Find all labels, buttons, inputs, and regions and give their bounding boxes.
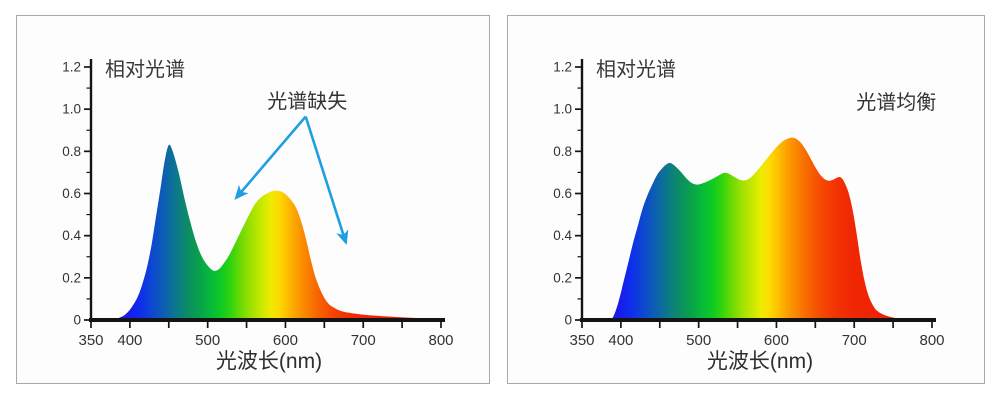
x-tick-label: 700 [351, 332, 376, 349]
x-tick-label: 400 [117, 332, 142, 349]
y-tick-label: 0.8 [553, 144, 572, 159]
y-tick-label: 1.2 [62, 60, 81, 75]
annotation-arrow [304, 116, 349, 246]
y-tick-label: 1.0 [553, 102, 572, 117]
x-tick-label: 500 [195, 332, 220, 349]
x-tick-label: 600 [273, 332, 298, 349]
x-tick-label: 350 [78, 332, 103, 349]
chart-title: 相对光谱 [596, 58, 676, 81]
x-tick-label: 800 [919, 332, 944, 349]
y-tick-label: 0.6 [553, 186, 572, 201]
chart-title: 相对光谱 [105, 58, 185, 81]
x-tick-label: 350 [569, 332, 594, 349]
y-tick-label: 1.2 [553, 60, 572, 75]
y-tick-label: 0 [73, 313, 81, 328]
x-tick-label: 600 [764, 332, 789, 349]
spectrum-area [611, 137, 909, 320]
annotation-text: 光谱缺失 [267, 90, 347, 113]
spectrum-missing-chart: 350 400 500 600 700 800 0 0.2 0.4 0.6 0.8 1.0 1.2 光谱缺… [62, 58, 453, 373]
x-axis-label: 光波长(nm) [707, 350, 813, 373]
x-tick-label: 700 [842, 332, 867, 349]
y-tick-label: 0.2 [553, 270, 572, 285]
x-tick-label: 500 [686, 332, 711, 349]
y-tick-label: 0.6 [62, 186, 81, 201]
x-axis-label: 光波长(nm) [216, 350, 322, 373]
y-tick-label: 0 [564, 313, 572, 328]
spectrum-balanced-chart: 350 400 500 600 700 800 0 0.2 0.4 0.6 0.8 1.0 1.2 光谱均… [553, 58, 944, 373]
y-tick-label: 0.2 [62, 270, 81, 285]
annotation-arrow [234, 115, 307, 200]
spectrum-area [114, 144, 442, 320]
panel-spectrum-missing: 350 400 500 600 700 800 0 0.2 0.4 0.6 0.8 1.0 1.2 光谱缺… [16, 15, 490, 384]
y-tick-label: 0.4 [553, 228, 572, 243]
annotation-text: 光谱均衡 [856, 91, 936, 114]
y-tick-label: 0.8 [62, 144, 81, 159]
x-tick-label: 400 [608, 332, 633, 349]
panel-spectrum-balanced: 350 400 500 600 700 800 0 0.2 0.4 0.6 0.8 1.0 1.2 光谱均… [507, 15, 985, 384]
y-tick-label: 1.0 [62, 102, 81, 117]
x-tick-label: 800 [428, 332, 453, 349]
y-tick-label: 0.4 [62, 228, 81, 243]
